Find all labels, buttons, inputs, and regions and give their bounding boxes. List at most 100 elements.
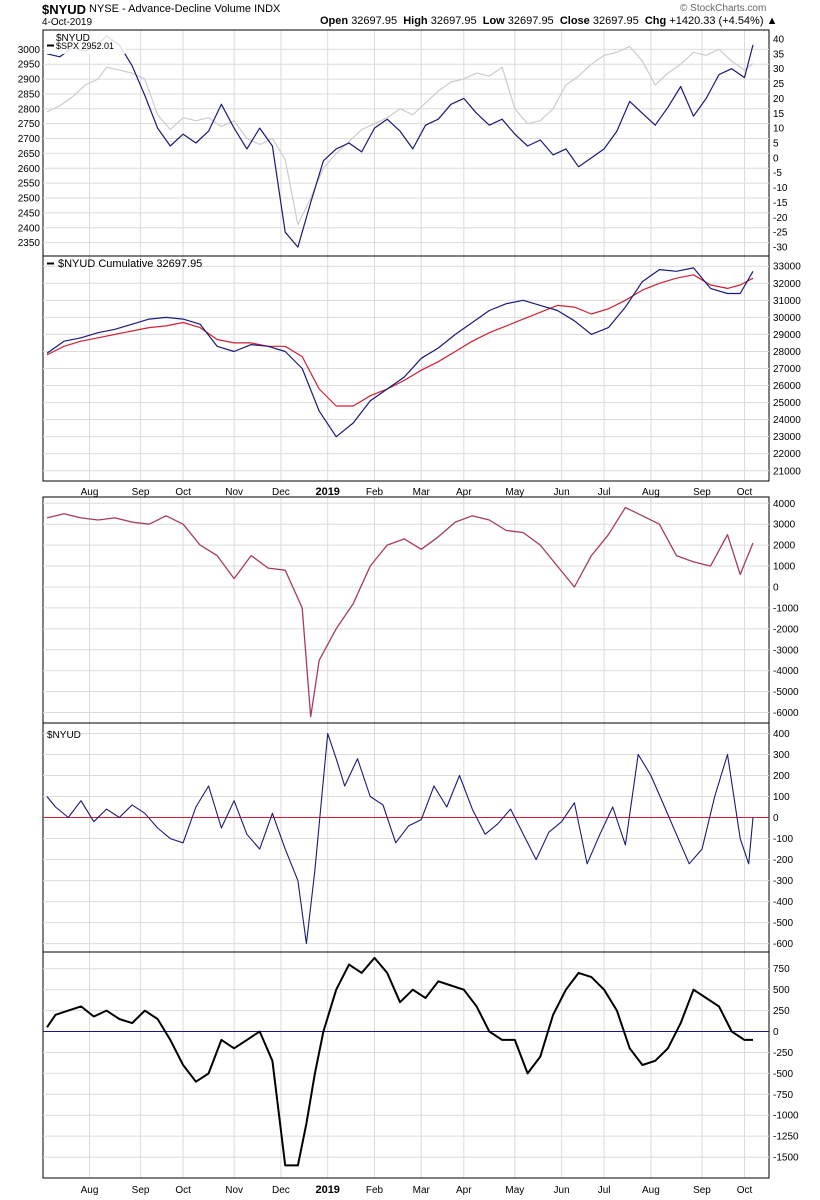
x-tick-label: 2019	[315, 1184, 339, 1196]
y-tick-label: 2700	[18, 134, 41, 145]
x-tick-label: Aug	[642, 1185, 660, 1196]
x-tick-label: Dec	[272, 487, 290, 498]
y-tick-label: -4000	[773, 666, 799, 677]
x-tick-label: Feb	[366, 487, 384, 498]
y-tick-label: 21000	[773, 466, 801, 477]
series-line-nyud-daily	[46, 732, 754, 945]
x-tick-label: Feb	[366, 1185, 384, 1196]
ohlc-readout: Open 32697.95 High 32697.95 Low 32697.95…	[320, 15, 778, 27]
x-tick-label: Jul	[598, 1185, 611, 1196]
legend-nyud: $NYUD	[56, 33, 90, 44]
y-tick-label: -1250	[773, 1132, 799, 1143]
chart-header: $NYUD NYSE - Advance-Decline Volume INDX…	[0, 0, 820, 30]
x-tick-label: Sep	[132, 1185, 150, 1196]
date-label: 4-Oct-2019	[42, 17, 93, 28]
y-tick-label: 25	[773, 79, 785, 90]
y-tick-label: 750	[773, 964, 790, 975]
y-tick-label: -25	[773, 228, 788, 239]
y-tick-label: 3000	[18, 45, 41, 56]
y-tick-label: 4000	[773, 499, 796, 510]
y-tick-label: 2000	[773, 541, 796, 552]
y-tick-label: 30000	[773, 313, 801, 324]
y-tick-label: -1000	[773, 1111, 799, 1122]
y-tick-label: -1000	[773, 603, 799, 614]
x-tick-label: Oct	[175, 487, 191, 498]
y-tick-label: 25000	[773, 398, 801, 409]
y-tick-label: 0	[773, 1027, 779, 1038]
y-tick-label: 2500	[18, 194, 41, 205]
x-tick-label: Jun	[554, 1185, 570, 1196]
panel-5	[42, 951, 770, 1179]
x-tick-label: Oct	[737, 487, 753, 498]
y-tick-label: 2400	[18, 223, 41, 234]
index-name: NYSE - Advance-Decline Volume INDX	[89, 3, 281, 15]
panel-frame	[42, 722, 770, 953]
y-tick-label: 29000	[773, 330, 801, 341]
x-tick-label: Apr	[456, 487, 472, 498]
y-tick-label: -30	[773, 243, 788, 254]
x-tick-label: Sep	[693, 1185, 711, 1196]
y-tick-label: 30	[773, 64, 785, 75]
y-tick-label: -2000	[773, 624, 799, 635]
series-line-spx	[46, 45, 754, 226]
x-tick-label: Jun	[554, 487, 570, 498]
panel-frame	[42, 951, 770, 1179]
y-tick-label: -750	[773, 1090, 793, 1101]
series-line-oscillator-2	[46, 956, 753, 1167]
y-tick-label: 0	[773, 813, 779, 824]
y-tick-label: 300	[773, 750, 790, 761]
x-tick-label: Mar	[413, 1185, 431, 1196]
y-tick-label: 1000	[773, 562, 796, 573]
x-tick-label: 2019	[315, 486, 339, 498]
y-tick-label: -100	[773, 834, 793, 845]
panel-2	[42, 255, 770, 482]
x-tick-label: Oct	[737, 1185, 753, 1196]
y-tick-label: 0	[773, 582, 779, 593]
x-tick-label: Nov	[225, 487, 243, 498]
x-tick-label: Oct	[175, 1185, 191, 1196]
y-tick-label: 26000	[773, 381, 801, 392]
x-tick-label: Mar	[413, 487, 431, 498]
series-line-oscillator	[46, 506, 754, 718]
x-tick-label: Aug	[81, 487, 99, 498]
y-tick-label: -250	[773, 1048, 793, 1059]
y-tick-label: 28000	[773, 347, 801, 358]
y-tick-label: 22000	[773, 449, 801, 460]
y-tick-label: 200	[773, 771, 790, 782]
y-tick-label: 2550	[18, 179, 41, 190]
y-tick-label: -200	[773, 855, 793, 866]
y-tick-label: 31000	[773, 296, 801, 307]
y-tick-label: 2850	[18, 89, 41, 100]
panel-1	[42, 29, 770, 257]
x-tick-label: Dec	[272, 1185, 290, 1196]
y-tick-label: -500	[773, 918, 793, 929]
x-tick-label: Sep	[693, 487, 711, 498]
y-tick-label: 500	[773, 985, 790, 996]
y-tick-label: 2600	[18, 164, 41, 175]
y-tick-label: 2450	[18, 208, 41, 219]
y-tick-label: 2650	[18, 149, 41, 160]
y-tick-label: 10	[773, 124, 785, 135]
y-tick-label: -20	[773, 213, 788, 224]
y-tick-label: 0	[773, 153, 779, 164]
y-tick-label: 400	[773, 729, 790, 740]
x-tick-label: Nov	[225, 1185, 243, 1196]
y-tick-label: 15	[773, 109, 785, 120]
y-tick-label: 2350	[18, 238, 41, 249]
panel-frame	[42, 496, 770, 724]
legend-box	[45, 32, 125, 54]
y-tick-label: 27000	[773, 364, 801, 375]
panel-4	[42, 722, 770, 953]
x-tick-label: Aug	[81, 1185, 99, 1196]
x-tick-label: Jul	[598, 487, 611, 498]
y-tick-label: -300	[773, 876, 793, 887]
series-line-ma	[46, 274, 754, 407]
y-tick-label: 3000	[773, 520, 796, 531]
brand-watermark: © StockCharts.com	[680, 3, 767, 14]
y-tick-label: 5	[773, 139, 779, 150]
y-tick-label: -5000	[773, 687, 799, 698]
y-tick-label: 33000	[773, 262, 801, 273]
y-tick-label: 2800	[18, 104, 41, 115]
y-tick-label: 40	[773, 34, 785, 45]
y-tick-label: 100	[773, 792, 790, 803]
